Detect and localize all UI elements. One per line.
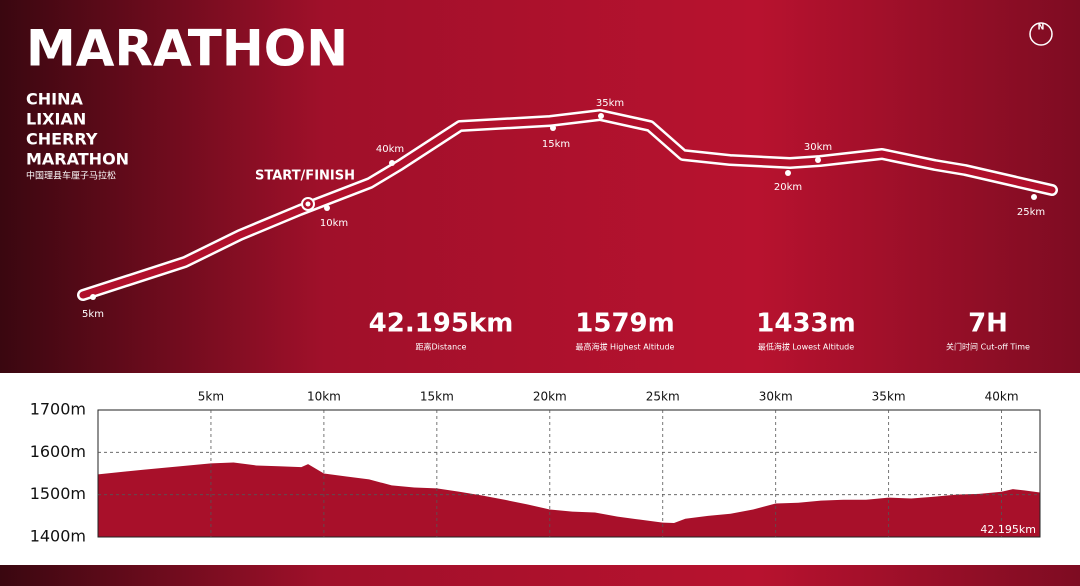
- stat-label: 最低海拔 Lowest Altitude: [758, 342, 854, 352]
- marker-dot: [785, 170, 791, 176]
- stat-value: 7H: [968, 309, 1008, 339]
- distance-label: 42.195km: [980, 523, 1036, 536]
- footer-band: [0, 565, 1080, 586]
- marker-dot: [1031, 194, 1037, 200]
- subtitle-line: CHINA: [26, 90, 83, 109]
- marker-label: 20km: [774, 182, 802, 193]
- stat-value: 1579m: [575, 309, 674, 339]
- subtitle-line: CHERRY: [26, 130, 98, 149]
- marker-label: 30km: [804, 142, 832, 153]
- x-tick-label: 35km: [872, 390, 906, 404]
- elevation-area: [98, 462, 1040, 537]
- x-tick-label: 30km: [759, 390, 793, 404]
- stat-label: 距离Distance: [416, 342, 467, 352]
- marker-label: 25km: [1017, 207, 1045, 218]
- subtitle-line: LIXIAN: [26, 110, 86, 129]
- y-tick-label: 1700m: [30, 400, 86, 419]
- banner: [0, 0, 1080, 373]
- y-tick-label: 1400m: [30, 527, 86, 546]
- marker-label: 15km: [542, 139, 570, 150]
- route-markers: 5km 10km 15km 20km 25km 30km 35km 40km: [82, 98, 1045, 320]
- x-tick-label: 15km: [420, 390, 454, 404]
- marker-label: 40km: [376, 144, 404, 155]
- marker-dot: [389, 160, 395, 166]
- subtitle-line: MARATHON: [26, 150, 129, 169]
- marker-dot: [550, 125, 556, 131]
- route-inner: [79, 111, 1056, 299]
- y-tick-label: 1500m: [30, 484, 86, 503]
- stat-label: 最高海拔 Highest Altitude: [576, 342, 675, 352]
- title: MARATHON: [26, 20, 348, 78]
- stat-value: 42.195km: [369, 309, 514, 339]
- compass: [1029, 22, 1053, 46]
- stat-value: 1433m: [756, 309, 855, 339]
- x-tick-label: 5km: [198, 390, 224, 404]
- x-tick-label: 10km: [307, 390, 341, 404]
- start-label: START/FINISH: [255, 169, 355, 184]
- plot-frame: [97, 409, 1041, 538]
- marker-dot: [598, 113, 604, 119]
- marker-dot: [324, 205, 330, 211]
- marker-label: 10km: [320, 218, 348, 229]
- start-dot: [305, 201, 311, 207]
- stats: 42.195km 距离Distance 1579m 最高海拔 Highest Alti…: [369, 309, 1030, 352]
- x-tick-label: 20km: [533, 390, 567, 404]
- stat-label: 关门时间 Cut-off Time: [946, 342, 1030, 352]
- elevation-chart: 5km 10km 15km 20km 25km 30km 35km 40km 1400m 1500…: [30, 390, 1041, 546]
- marker-label: 5km: [82, 309, 104, 320]
- marker-dot: [90, 294, 96, 300]
- x-tick-label: 40km: [985, 390, 1019, 404]
- y-tick-label: 1600m: [30, 442, 86, 461]
- compass-label: N: [1038, 23, 1045, 32]
- x-tick-label: 25km: [646, 390, 680, 404]
- subtitle-cn: 中国理县车厘子马拉松: [26, 170, 116, 182]
- marker-label: 35km: [596, 98, 624, 109]
- marker-dot: [815, 157, 821, 163]
